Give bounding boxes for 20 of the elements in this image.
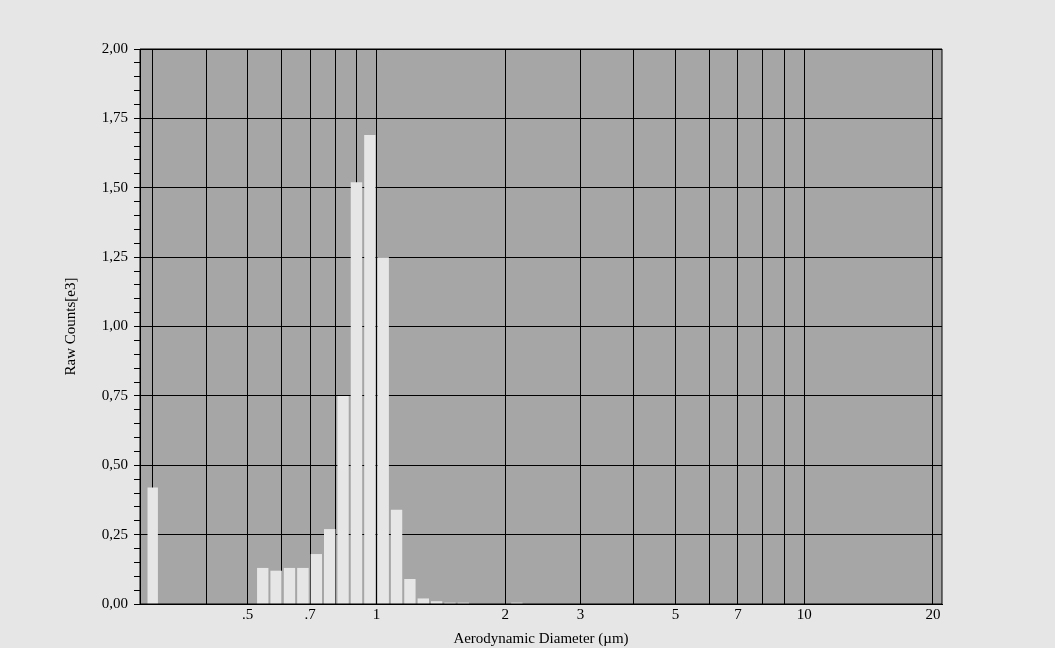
x-tick-label: 10 xyxy=(796,605,812,622)
x-tick-label: .7 xyxy=(304,605,317,622)
x-tick-label: .5 xyxy=(242,605,254,622)
y-tick-label: 0,25 xyxy=(101,525,128,542)
x-tick-label: 20 xyxy=(925,605,941,622)
y-tick-label: 1,00 xyxy=(101,317,128,334)
x-tick-label: 1 xyxy=(372,605,381,622)
y-tick-label: 1,75 xyxy=(101,109,128,126)
y-tick-label: 0,00 xyxy=(101,594,128,611)
y-tick-label: 0,50 xyxy=(101,456,128,473)
x-tick-label: 2 xyxy=(501,605,509,622)
y-tick-label: 1,50 xyxy=(101,178,128,195)
x-tick-label: 7 xyxy=(734,605,743,622)
y-axis-title: Raw Counts[e3] xyxy=(61,277,78,376)
x-tick-label: 5 xyxy=(671,605,680,622)
y-tick-label: 0,75 xyxy=(101,386,128,403)
y-tick-label: 1,25 xyxy=(101,248,128,265)
y-tick-label: 2,00 xyxy=(101,39,128,56)
x-tick-label: 3 xyxy=(576,605,585,622)
x-axis-title: Aerodynamic Diameter (µm) xyxy=(453,629,629,647)
